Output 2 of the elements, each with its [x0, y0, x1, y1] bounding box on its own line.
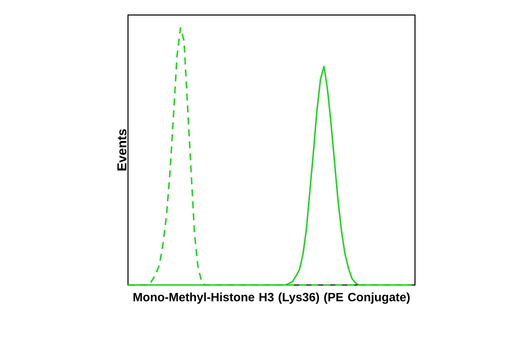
x-axis-title: Mono-Methyl-Histone H3 (Lys36) (PE Conjugate) [134, 292, 410, 304]
y-axis-title: Events [117, 129, 126, 170]
